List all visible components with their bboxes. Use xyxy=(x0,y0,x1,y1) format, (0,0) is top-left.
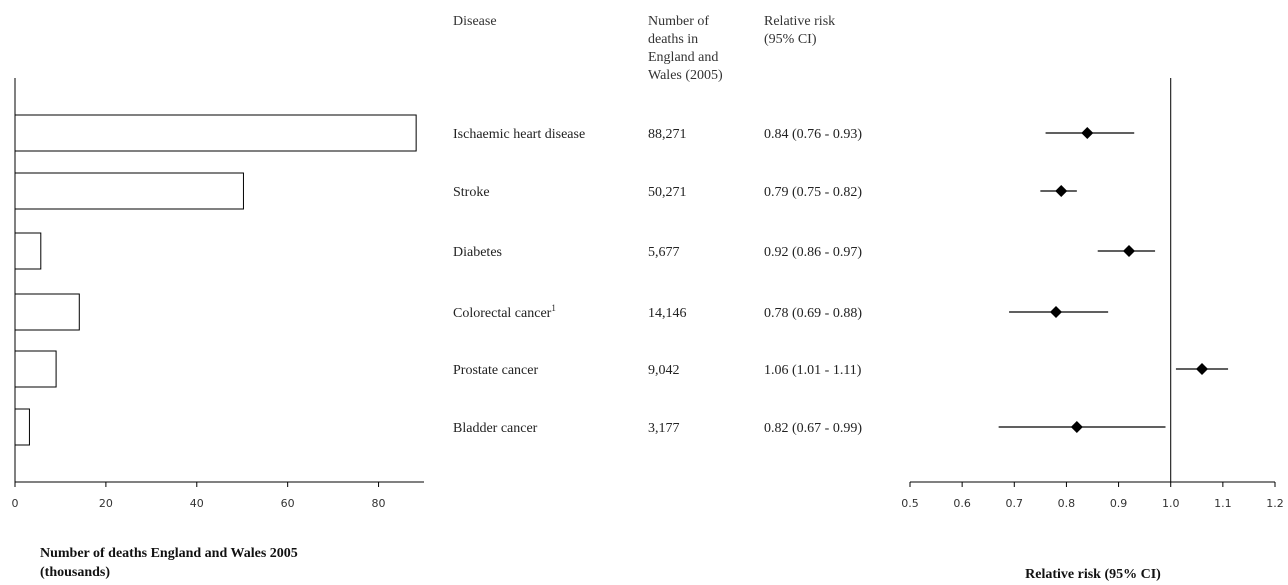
cell-deaths: 3,177 xyxy=(648,421,680,436)
bar-x-axis-title-line1: Number of deaths England and Wales 2005 xyxy=(40,546,298,561)
header-deaths-line1: Number of xyxy=(648,14,709,29)
cell-deaths: 9,042 xyxy=(648,363,680,378)
point-estimate-diamond xyxy=(1055,185,1068,197)
cell-disease: Prostate cancer xyxy=(453,363,538,378)
forest-x-tick-label: 0.8 xyxy=(1058,497,1076,510)
bar-x-tick-label: 40 xyxy=(190,497,204,510)
cell-relative-risk: 0.82 (0.67 - 0.99) xyxy=(764,421,862,436)
forest-x-tick-label: 1.1 xyxy=(1214,497,1232,510)
bar-x-tick-label: 80 xyxy=(372,497,386,510)
cell-deaths: 14,146 xyxy=(648,306,687,321)
header-deaths-line2: deaths in xyxy=(648,32,698,47)
cell-disease: Diabetes xyxy=(453,245,502,260)
forest-x-axis-title: Relative risk (95% CI) xyxy=(1025,567,1161,582)
cell-relative-risk: 0.79 (0.75 - 0.82) xyxy=(764,185,862,200)
point-estimate-diamond xyxy=(1050,306,1062,318)
bar-x-tick-label: 0 xyxy=(12,497,19,510)
cell-deaths: 5,677 xyxy=(648,245,680,260)
header-deaths-line3: England and xyxy=(648,50,718,65)
header-disease: Disease xyxy=(453,14,497,29)
forest-x-tick-label: 1.2 xyxy=(1266,497,1284,510)
bar xyxy=(14,172,244,210)
cell-relative-risk: 0.92 (0.86 - 0.97) xyxy=(764,245,862,260)
cell-relative-risk: 0.84 (0.76 - 0.93) xyxy=(764,127,862,142)
bar-x-tick-label: 60 xyxy=(281,497,295,510)
cell-deaths: 50,271 xyxy=(648,185,687,200)
point-estimate-diamond xyxy=(1123,245,1135,257)
bar-chart: 0 20 40 60 80 Number of deaths England and W… xyxy=(12,78,424,580)
bar-marks xyxy=(14,114,417,446)
table-rows: Ischaemic heart disease 88,271 0.84 (0.76 … xyxy=(453,127,862,436)
point-estimate-diamond xyxy=(1070,421,1083,433)
header-deaths-line4: Wales (2005) xyxy=(648,68,723,83)
cell-relative-risk: 1.06 (1.01 - 1.11) xyxy=(764,363,862,378)
cell-disease: Bladder cancer xyxy=(453,421,538,436)
data-table: Disease Number of deaths in England and … xyxy=(453,14,862,436)
forest-x-ticks: 0.5 0.6 0.7 0.8 0.9 1.0 1.1 1.2 xyxy=(901,482,1284,510)
bar-x-axis-title-line2: (thousands) xyxy=(40,565,110,580)
bar xyxy=(14,408,30,446)
forest-plot: 0.5 0.6 0.7 0.8 0.9 1.0 1.1 1.2 Relative risk (… xyxy=(901,78,1284,582)
bar-x-ticks: 0 20 40 60 80 xyxy=(12,482,386,510)
cell-deaths: 88,271 xyxy=(648,127,687,142)
forest-marks xyxy=(998,127,1229,433)
forest-x-tick-label: 0.7 xyxy=(1006,497,1024,510)
bar xyxy=(14,293,80,331)
cell-disease: Stroke xyxy=(453,185,490,200)
point-estimate-diamond xyxy=(1081,127,1094,139)
cell-disease: Ischaemic heart disease xyxy=(453,127,585,142)
bar xyxy=(14,350,57,388)
cell-relative-risk: 0.78 (0.69 - 0.88) xyxy=(764,306,862,321)
forest-x-tick-label: 1.0 xyxy=(1162,497,1180,510)
bar-x-tick-label: 20 xyxy=(99,497,113,510)
header-rr-line1: Relative risk xyxy=(764,14,835,29)
cell-disease: Colorectal cancer1 xyxy=(453,303,556,321)
header-rr-line2: (95% CI) xyxy=(764,32,817,47)
forest-x-tick-label: 0.5 xyxy=(901,497,919,510)
point-estimate-diamond xyxy=(1196,363,1208,375)
forest-x-tick-label: 0.6 xyxy=(953,497,971,510)
bar xyxy=(14,114,417,152)
cell-disease-superscript: 1 xyxy=(551,303,556,313)
bar xyxy=(14,232,42,270)
forest-x-tick-label: 0.9 xyxy=(1110,497,1128,510)
